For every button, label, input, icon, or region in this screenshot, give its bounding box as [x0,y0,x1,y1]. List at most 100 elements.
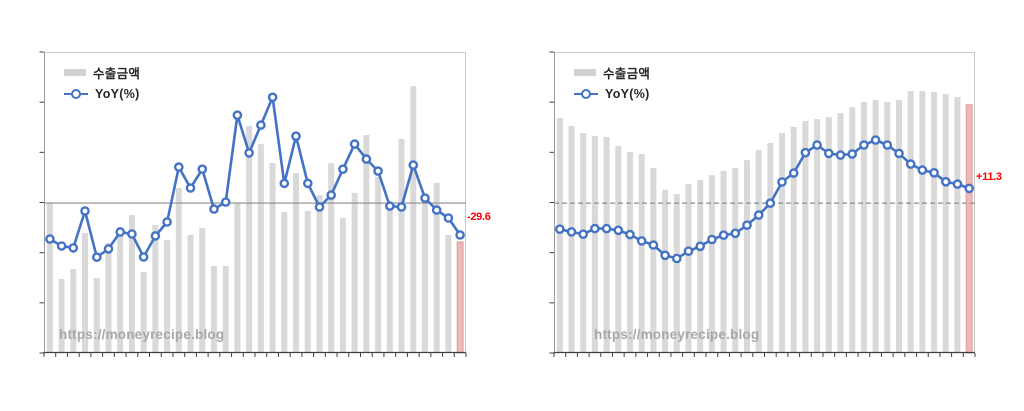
yoy-marker [672,253,682,264]
export-yoy-chart-right: 수출금액 YoY(%) https://moneyrecipe.blog +11… [549,51,1002,357]
bar [662,189,669,353]
bar [556,117,563,353]
bar [884,101,891,353]
bar [872,99,879,353]
bar [421,200,428,353]
export-amount-bars [556,91,973,354]
yoy-marker [220,197,231,207]
bar [140,272,147,353]
yoy-marker [695,241,705,252]
bar [257,144,264,353]
bar [222,266,229,353]
legend-item-yoy: YoY(%) [574,83,650,105]
bar [375,176,382,353]
legend-bar-label: 수출금액 [603,66,651,81]
yoy-marker [138,252,149,262]
legend-item-yoy: YoY(%) [64,83,140,105]
yoy-marker [730,228,741,239]
bar [117,226,124,353]
bar-series-swatch [64,68,86,76]
yoy-marker [338,164,348,174]
yoy-marker [812,140,822,150]
yoy-marker [197,164,208,174]
bar [837,113,844,353]
yoy-markers [45,92,465,262]
yoy-marker [80,206,90,216]
bar [269,163,276,353]
bar [351,192,358,353]
x-axis-ticks [553,353,976,357]
yoy-marker [68,243,79,253]
yoy-marker [56,241,67,251]
watermark-right: https://moneyrecipe.blog [594,327,760,342]
yoy-marker [613,225,624,236]
yoy-marker [162,217,172,227]
bar [304,210,311,353]
yoy-marker [753,210,764,220]
yoy-marker [636,236,647,246]
bar [199,228,206,353]
yoy-marker [256,120,266,130]
yoy-marker [92,252,102,262]
bar [849,107,856,353]
yoy-marker [279,178,290,189]
yoy-marker [267,92,278,103]
yoy-marker [209,204,219,214]
yoy-marker [115,227,125,237]
yoy-marker [777,177,787,187]
yoy-marker [396,202,407,212]
legend-line-label: YoY(%) [605,87,650,101]
yoy-marker [291,131,301,141]
x-axis-ticks [43,353,467,357]
bar [931,92,938,353]
bar [234,203,241,353]
line-marker-icon [71,88,81,99]
yoy-marker [847,149,858,159]
bar [825,117,832,354]
bar [433,182,440,353]
line-series-swatch [64,88,88,99]
yoy-marker [940,177,951,187]
bar [187,235,194,353]
bar [246,126,253,354]
bar [210,266,217,353]
yoy-marker [823,148,834,159]
yoy-marker [590,223,600,234]
yoy-markers [555,135,975,264]
bar-highlighted-latest [456,241,464,354]
yoy-marker [232,110,243,121]
yoy-marker [765,198,776,208]
yoy-marker [952,179,963,189]
bar [767,142,774,353]
bar [398,138,405,353]
bar [70,269,77,353]
combo-chart-svg-left [39,51,467,357]
bar [293,173,300,353]
bar [802,120,809,353]
yoy-marker [742,220,752,230]
bar [627,151,634,353]
yoy-marker [566,227,577,237]
yoy-marker [150,231,161,241]
yoy-marker [103,244,114,254]
yoy-marker [361,154,372,164]
bar [46,203,53,353]
bar [732,167,739,353]
legend-left: 수출금액 YoY(%) [64,61,140,105]
export-amount-bars [46,86,464,354]
bar [316,194,323,353]
yoy-marker [326,190,337,200]
legend-right: 수출금액 YoY(%) [574,61,650,105]
legend-item-export-amount: 수출금액 [64,61,140,83]
yoy-marker [882,140,893,150]
watermark-left: https://moneyrecipe.blog [59,327,225,342]
yoy-marker [373,166,383,176]
bar [164,240,171,353]
yoy-annotation-right: +11.3 [976,171,1002,183]
yoy-marker [455,230,465,240]
legend-line-label: YoY(%) [95,87,140,101]
export-yoy-chart-left: 수출금액 YoY(%) https://moneyrecipe.blog -29… [39,51,491,357]
yoy-marker [420,193,430,203]
bar [128,215,135,353]
